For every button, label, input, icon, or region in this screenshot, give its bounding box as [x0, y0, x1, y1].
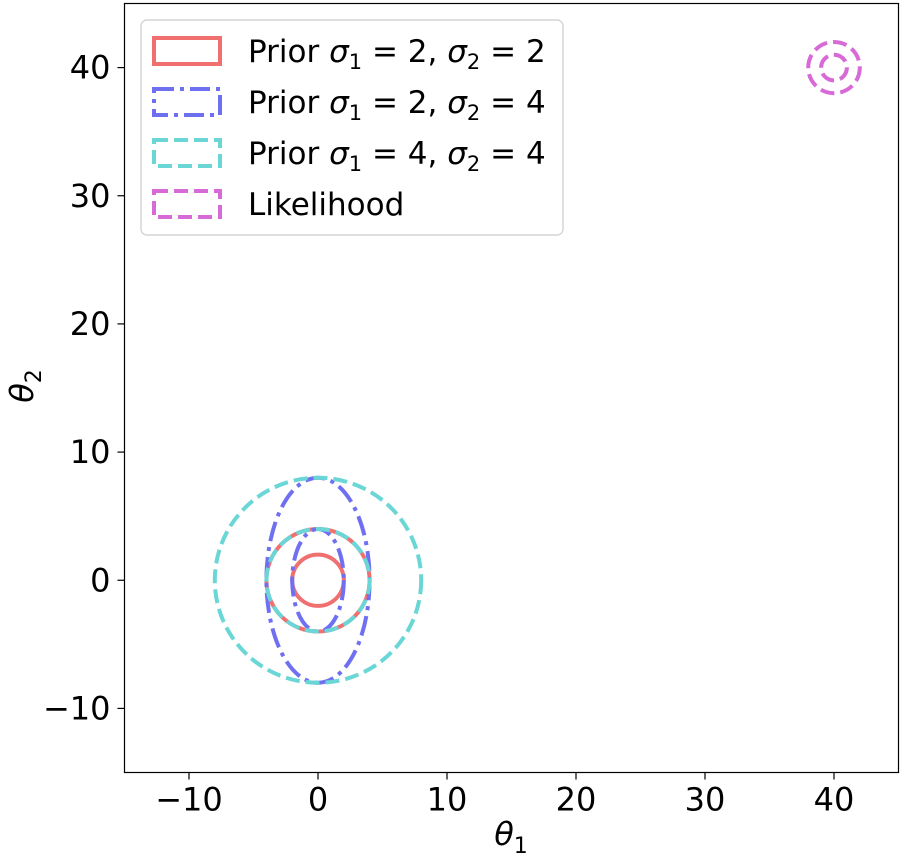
- legend-label-1: Prior σ1 = 2, σ2 = 2: [248, 34, 546, 74]
- x-tick-label: −10: [155, 781, 223, 819]
- x-tick-label: 20: [556, 781, 597, 819]
- y-tick-label: 30: [70, 177, 111, 215]
- x-tick-label: 0: [308, 781, 328, 819]
- x-tick-label: 30: [685, 781, 726, 819]
- legend-label-3: Prior σ1 = 4, σ2 = 4: [248, 136, 546, 176]
- legend-swatch-2: [152, 87, 222, 117]
- y-axis-label: θ2: [3, 369, 47, 403]
- y-tick-label: 0: [90, 561, 110, 599]
- legend: Prior σ1 = 2, σ2 = 2 Prior σ1 = 2, σ2 = 4…: [140, 19, 564, 236]
- y-tick-label: 40: [70, 49, 111, 87]
- y-tick-label: 20: [70, 305, 111, 343]
- x-tick-label: 40: [814, 781, 855, 819]
- legend-swatch-3: [152, 138, 222, 168]
- legend-label-4: Likelihood: [248, 187, 404, 223]
- legend-label-2: Prior σ1 = 2, σ2 = 4: [248, 85, 546, 125]
- contour-4-2: [806, 39, 862, 96]
- plot-layer: [212, 39, 862, 685]
- y-tick-label: −10: [43, 689, 111, 727]
- y-tick-label: 10: [70, 433, 111, 471]
- contour-2-2: [264, 475, 372, 685]
- contour-1-1: [290, 552, 346, 608]
- legend-swatch-4: [152, 189, 222, 219]
- x-axis-label: θ1: [494, 815, 528, 858]
- contour-4-1: [819, 52, 849, 83]
- plot-frame: [123, 2, 900, 774]
- contour-3-1: [264, 526, 372, 634]
- x-tick-label: 10: [427, 781, 468, 819]
- ticks-layer: −10 0 10 20 30 40 −10 0 10 20 30 40: [43, 49, 854, 819]
- contour-2-1: [290, 526, 346, 634]
- legend-box: [140, 19, 564, 236]
- legend-swatch-1: [152, 36, 222, 66]
- contour-3-2: [212, 475, 424, 685]
